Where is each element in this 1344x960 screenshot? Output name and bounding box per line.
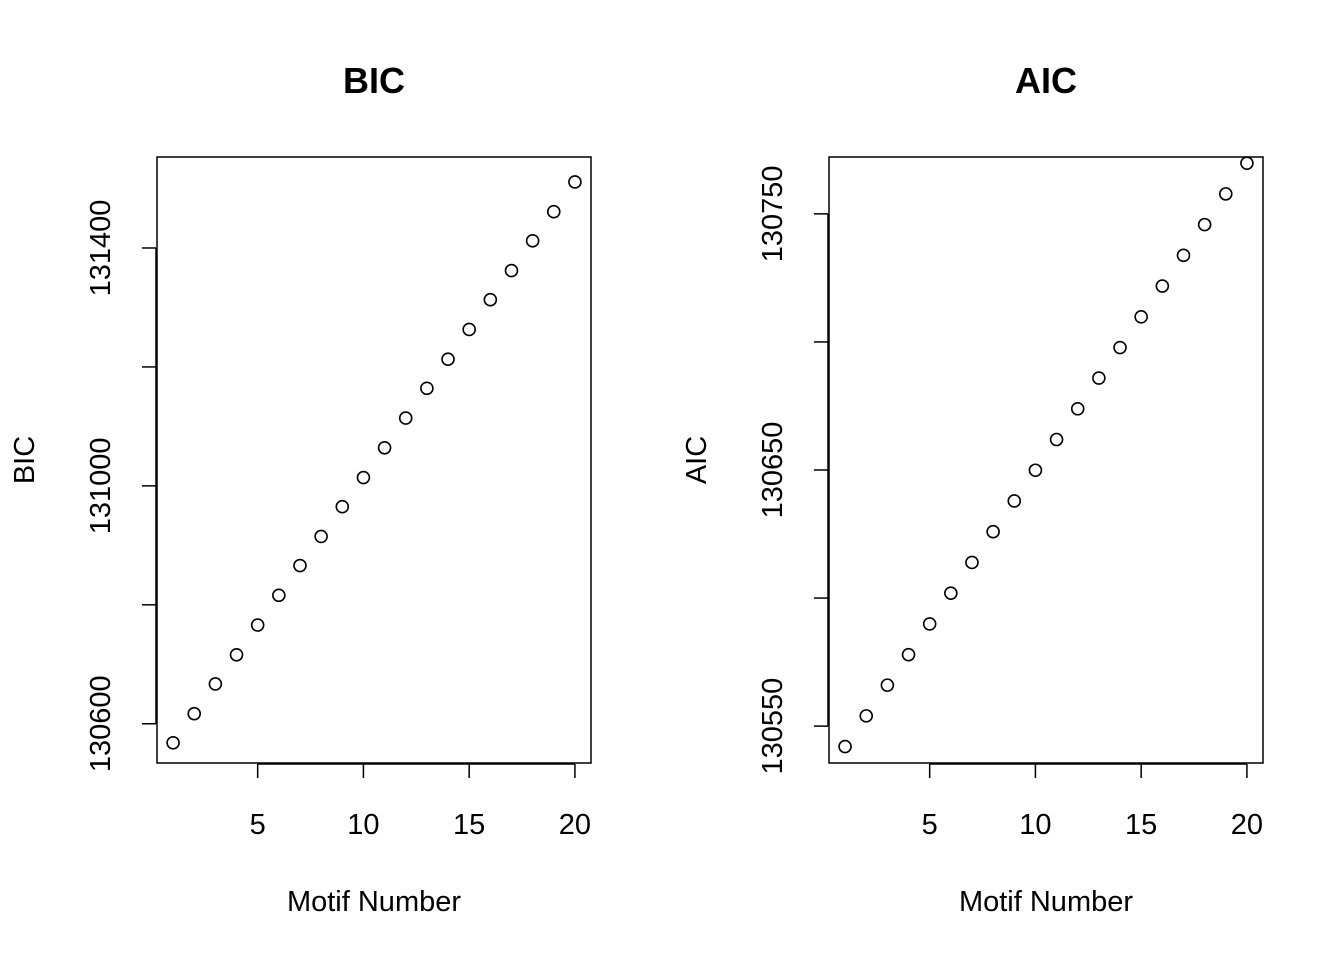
bic-data-point (441, 352, 455, 366)
aic-plot-frame (828, 156, 1264, 764)
bic-data-point (568, 175, 582, 189)
bic-data-point (462, 322, 476, 337)
aic-data-point (922, 617, 937, 631)
aic-panel: AIC Motif Number AIC 5 10 15 20 130550 130650 130… (681, 60, 1264, 918)
aic-y-tick-label: 130650 (757, 422, 789, 519)
bic-data-point (335, 499, 350, 514)
aic-chart-title: AIC (1015, 60, 1077, 101)
aic-data-point (1007, 494, 1022, 508)
aic-data-point (965, 555, 979, 570)
bic-data-point (250, 618, 265, 632)
aic-y-tick-label: 130750 (757, 165, 789, 262)
aic-data-point (1176, 248, 1191, 263)
aic-y-tick-label: 130550 (757, 678, 789, 775)
bic-data-point (166, 735, 180, 750)
aic-data-point (859, 709, 874, 723)
bic-chart-title: BIC (343, 60, 405, 101)
bic-data-point (504, 263, 519, 278)
aic-x-tick-label: 10 (1019, 809, 1051, 841)
bic-data-point (229, 647, 244, 662)
aic-data-point (1113, 340, 1127, 355)
aic-data-point (838, 739, 852, 754)
aic-data-point (986, 524, 1000, 539)
bic-data-point (377, 441, 392, 455)
bic-data-point (398, 411, 413, 425)
aic-data-point (1218, 187, 1233, 201)
aic-x-axis-label: Motif Number (959, 886, 1133, 918)
aic-y-axis-label: AIC (681, 436, 713, 484)
bic-data-point (208, 677, 223, 691)
aic-data-point (1070, 401, 1085, 416)
aic-x-tick-label: 20 (1231, 809, 1263, 841)
aic-data-point (1049, 432, 1064, 447)
aic-data-point (1092, 371, 1106, 385)
bic-y-tick-label: 131000 (85, 437, 117, 534)
bic-y-tick-label: 130600 (85, 675, 117, 772)
aic-data-point (1197, 217, 1212, 232)
bic-data-point (420, 381, 434, 396)
aic-data-point (1155, 279, 1170, 293)
bic-data-point (272, 588, 286, 603)
bic-data-point (314, 529, 328, 544)
aic-data-point (944, 586, 958, 600)
aic-data-point (1240, 156, 1254, 170)
bic-plot-frame (156, 156, 592, 764)
aic-x-tick-label: 5 (922, 809, 938, 841)
bic-x-tick-label: 20 (559, 809, 591, 841)
bic-y-tick-label: 131400 (85, 200, 117, 297)
bic-x-tick-label: 5 (250, 809, 266, 841)
bic-data-point (187, 706, 202, 721)
aic-data-point (1134, 310, 1148, 324)
bic-data-point (356, 470, 371, 485)
bic-x-tick-label: 15 (453, 809, 485, 841)
bic-data-point (525, 234, 540, 248)
aic-x-tick-label: 15 (1125, 809, 1157, 841)
bic-data-point (483, 292, 498, 307)
aic-data-point (901, 647, 916, 662)
bic-panel: BIC Motif Number BIC 5 10 15 20 130600 131000 131… (9, 60, 592, 918)
bic-data-point (546, 204, 561, 219)
aic-data-point (880, 678, 895, 692)
aic-data-point (1028, 463, 1043, 478)
bic-y-axis-label: BIC (9, 436, 41, 484)
bic-data-point (293, 558, 307, 573)
bic-x-tick-label: 10 (347, 809, 379, 841)
bic-x-axis-label: Motif Number (287, 886, 461, 918)
